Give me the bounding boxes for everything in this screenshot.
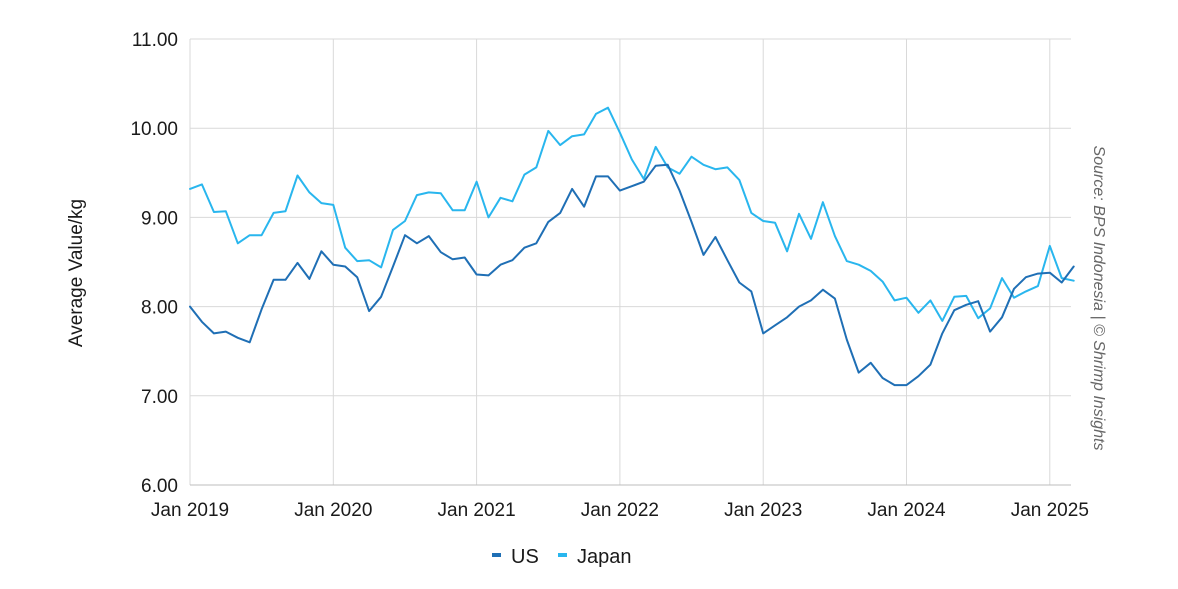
y-tick-label: 8.00 [141, 298, 178, 319]
y-tick-label: 7.00 [141, 387, 178, 408]
y-tick-label: 9.00 [141, 208, 178, 229]
x-tick-label: Jan 2021 [438, 500, 516, 521]
x-tick-label: Jan 2022 [581, 500, 659, 521]
legend-label-japan: Japan [577, 546, 632, 568]
series-lines [189, 106, 1075, 387]
y-tick-label: 11.00 [132, 30, 178, 51]
x-tick-label: Jan 2020 [294, 500, 372, 521]
y-tick-label: 10.00 [130, 119, 178, 140]
source-note: Source: BPS Indonesia | © Shrimp Insight… [1090, 146, 1107, 451]
gridlines [189, 38, 1071, 486]
x-tick-label: Jan 2024 [867, 500, 946, 521]
y-axis-title: Average Value/kg [66, 199, 87, 347]
series-line-japan [189, 106, 1075, 322]
x-tick-label: Jan 2019 [151, 500, 229, 521]
legend-label-us: US [511, 546, 539, 568]
x-axis-ticks: Jan 2019 Jan 2020 Jan 2021 Jan 2022 Jan 2023… [151, 500, 1089, 521]
legend: US Japan [492, 546, 632, 568]
legend-swatch-us [492, 553, 501, 557]
x-tick-label: Jan 2023 [724, 500, 802, 521]
series-line-us [189, 163, 1075, 387]
x-tick-label: Jan 2025 [1011, 500, 1089, 521]
y-axis-ticks: 6.00 7.00 8.00 9.00 10.00 11.00 [130, 30, 178, 497]
legend-swatch-japan [558, 553, 567, 557]
y-tick-label: 6.00 [141, 476, 178, 497]
